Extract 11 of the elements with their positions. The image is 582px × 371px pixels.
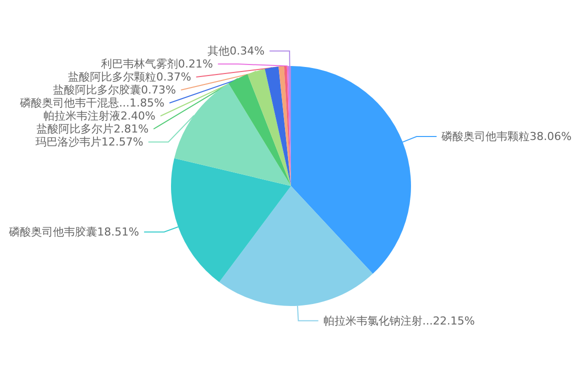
slice-label: 磷酸奥司他韦胶囊18.51% (8, 226, 140, 239)
slice-label: 磷酸奥司他韦颗粒38.06% (440, 130, 572, 144)
slice-label: 利巴韦林气雾剂0.21% (100, 58, 213, 71)
slice-label: 玛巴洛沙韦片12.57% (35, 136, 144, 149)
slice-label: 盐酸阿比多尔片2.81% (36, 122, 149, 136)
slice-label: 盐酸阿比多尔颗粒0.37% (68, 70, 192, 84)
slice-label: 磷酸奥司他韦干混悬...1.85% (19, 96, 164, 110)
slice-label: 盐酸阿比多尔胶囊0.73% (53, 84, 176, 97)
slice-label: 帕拉米韦氯化钠注射...22.15% (323, 314, 475, 328)
slice-label: 帕拉米韦注射液2.40% (44, 110, 156, 123)
slice-label: 其他0.34% (208, 44, 265, 58)
